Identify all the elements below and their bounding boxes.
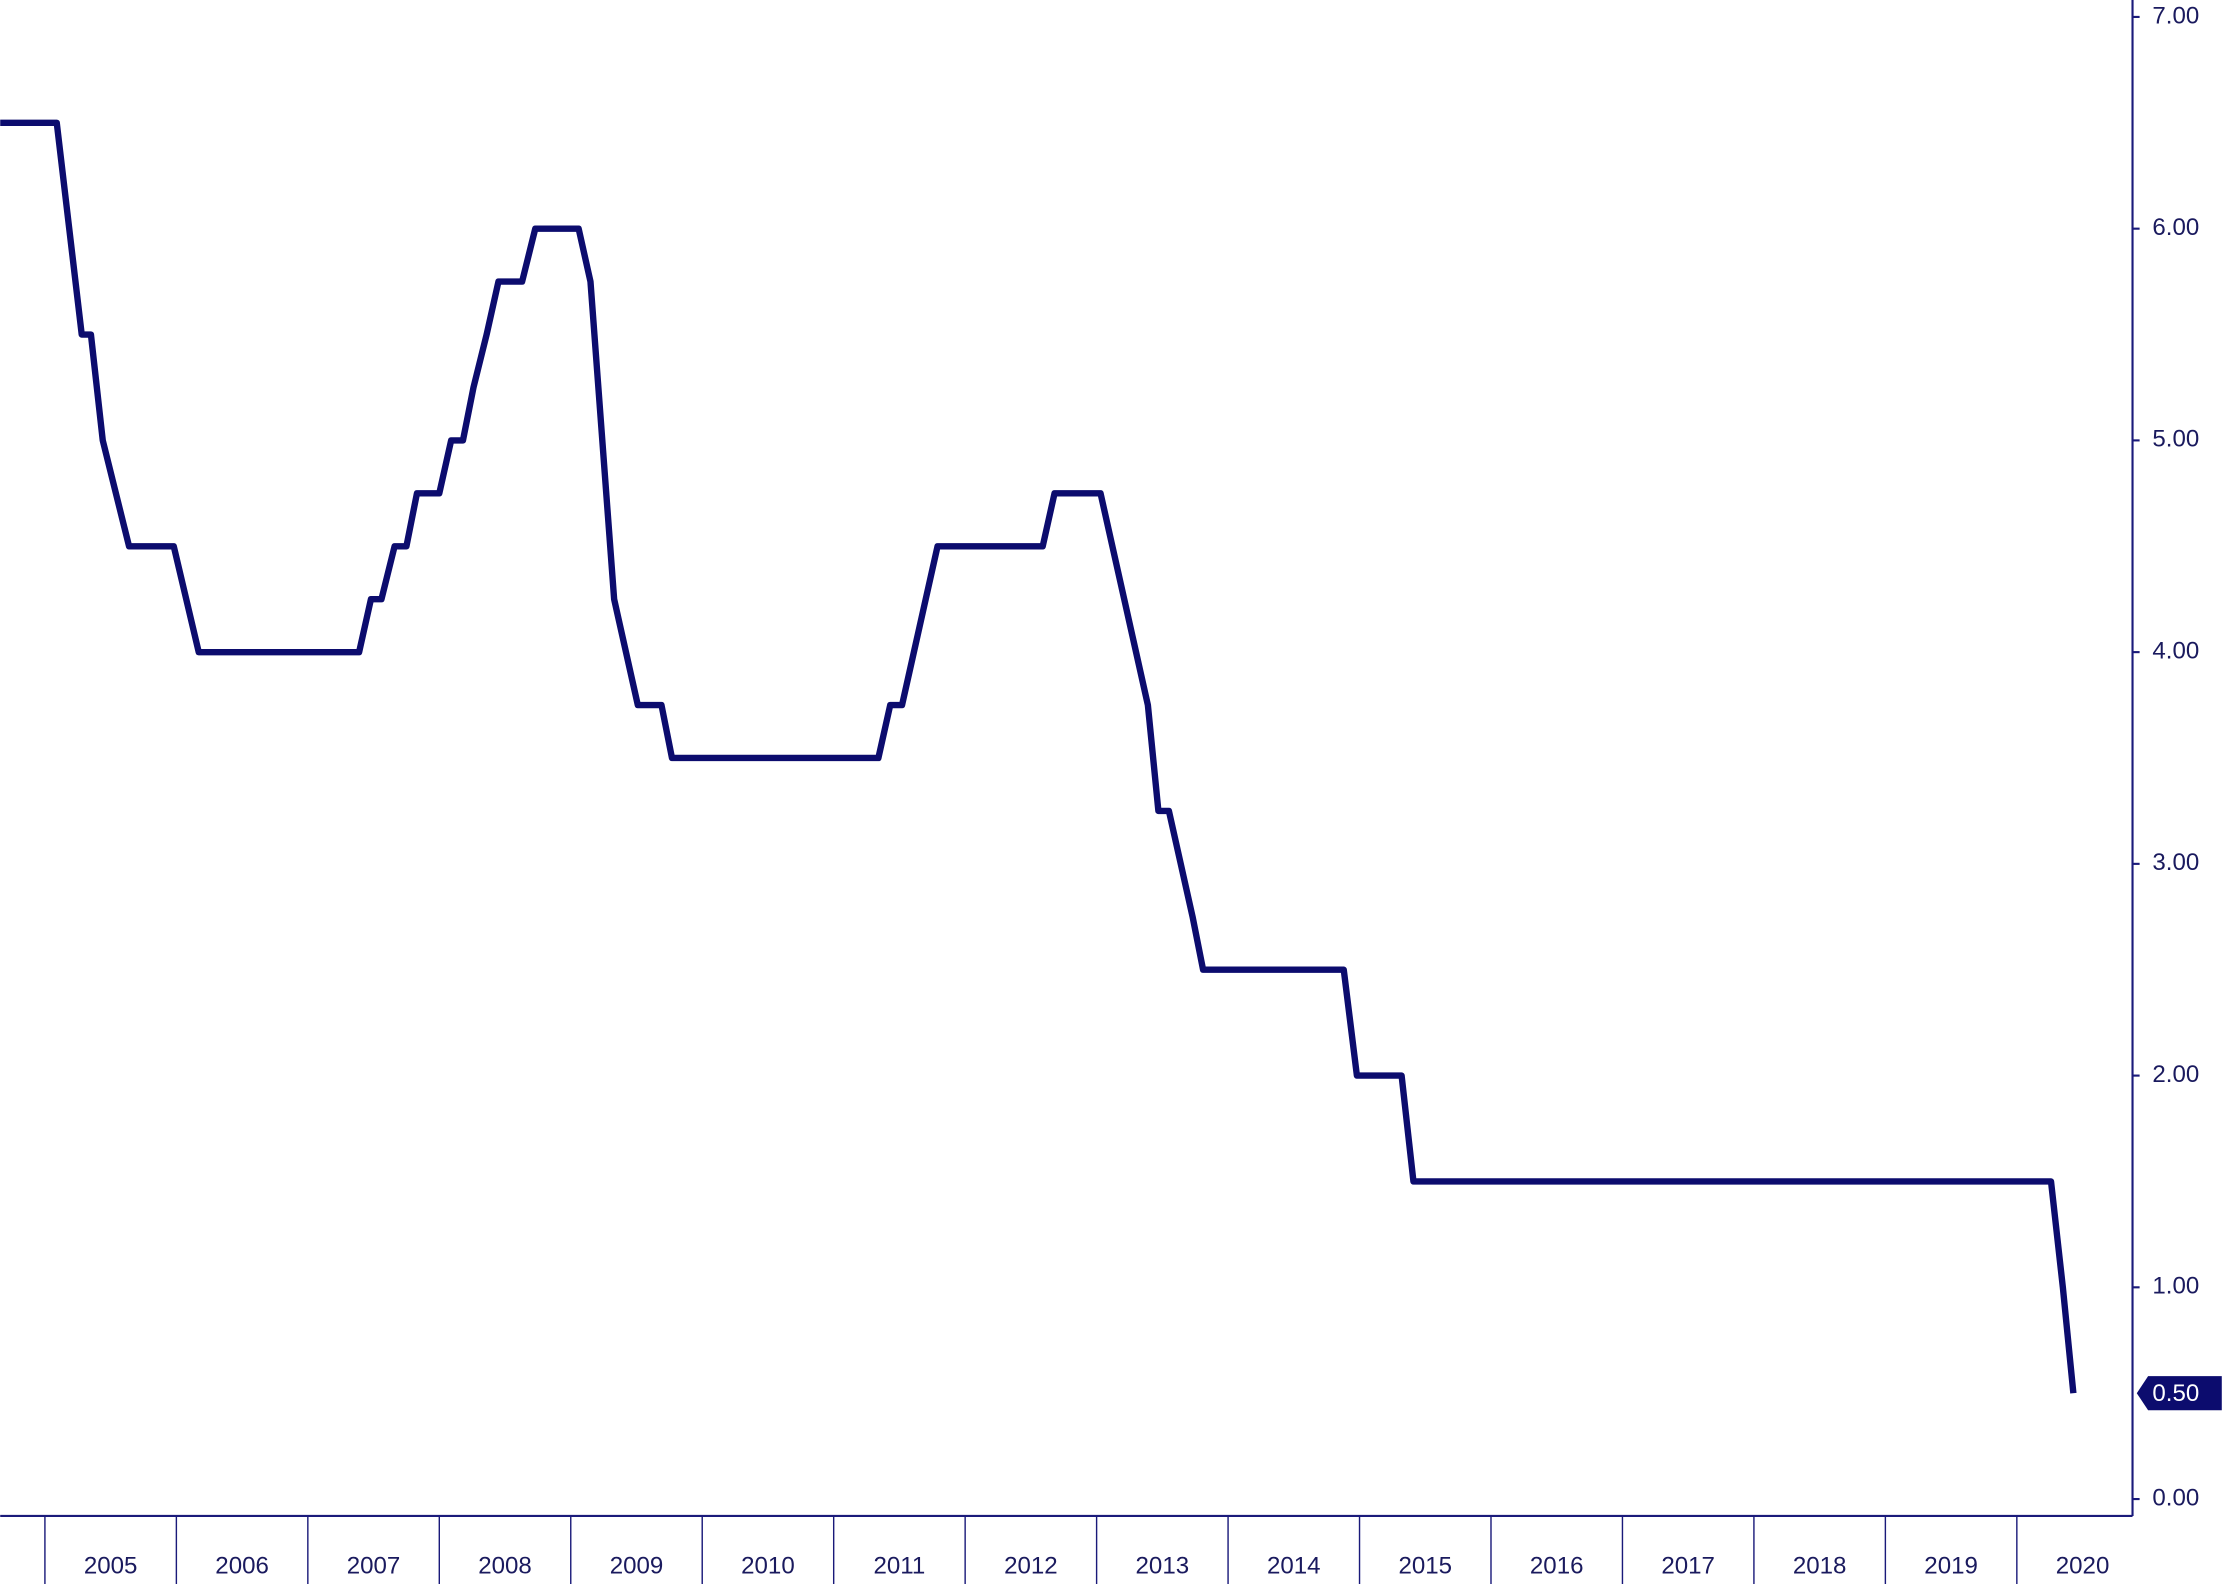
x-tick-label: 2013 bbox=[1136, 1552, 1190, 1579]
x-tick-label: 2006 bbox=[215, 1552, 269, 1579]
y-tick-label: 7.00 bbox=[2152, 2, 2199, 29]
x-tick-label: 2020 bbox=[2056, 1552, 2110, 1579]
rate-line bbox=[0, 119, 2077, 1394]
x-tick-label: 2014 bbox=[1267, 1552, 1321, 1579]
x-tick-label: 2008 bbox=[478, 1552, 532, 1579]
x-tick-label: 2019 bbox=[1924, 1552, 1978, 1579]
x-tick-label: 2011 bbox=[874, 1552, 926, 1579]
y-tick-label: 5.00 bbox=[2152, 426, 2199, 453]
y-tick-label: 6.00 bbox=[2152, 214, 2199, 241]
last-value-label: 0.50 bbox=[2152, 1380, 2199, 1407]
y-tick-label: 3.00 bbox=[2152, 849, 2199, 876]
y-tick-label: 0.00 bbox=[2152, 1484, 2199, 1511]
x-tick-label: 2010 bbox=[741, 1552, 795, 1579]
y-tick-label: 4.00 bbox=[2152, 637, 2199, 664]
y-tick-label: 2.00 bbox=[2152, 1061, 2199, 1088]
x-tick-label: 2018 bbox=[1793, 1552, 1847, 1579]
y-tick-label: 1.00 bbox=[2152, 1273, 2199, 1300]
x-tick-label: 2015 bbox=[1398, 1552, 1452, 1579]
x-tick-label: 2016 bbox=[1530, 1552, 1584, 1579]
x-tick-label: 2017 bbox=[1661, 1552, 1715, 1579]
last-value-tag bbox=[2136, 1376, 2222, 1411]
x-tick-label: 2007 bbox=[347, 1552, 401, 1579]
x-tick-label: 2005 bbox=[84, 1552, 138, 1579]
x-tick-label: 2012 bbox=[1004, 1552, 1058, 1579]
x-tick-label: 2009 bbox=[610, 1552, 664, 1579]
